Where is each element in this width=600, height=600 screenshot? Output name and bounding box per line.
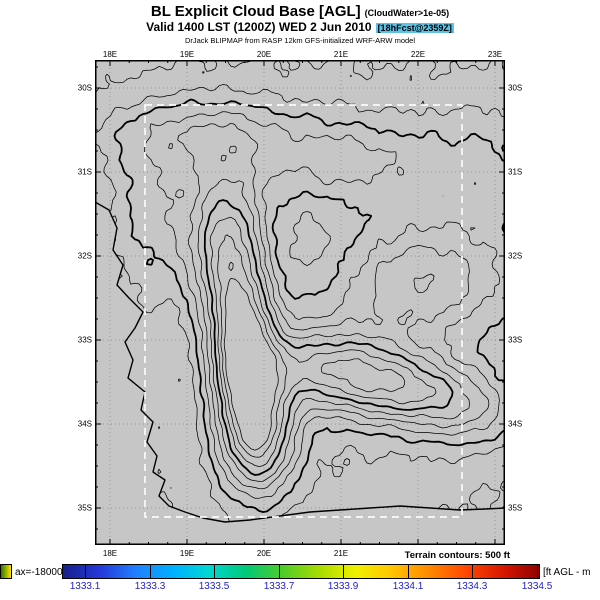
lat-label-right: 32S: [508, 251, 523, 261]
colorbar-tick: [214, 565, 215, 578]
colorbar-tick-label: 1334.5: [521, 581, 553, 592]
lon-label-bottom: 18E: [102, 549, 118, 558]
colorbar-gradient: [62, 564, 540, 579]
valid-time-text: Valid 1400 LST (1200Z) WED 2 Jun 2010: [146, 20, 372, 35]
colorbar-tick-label: 1333.7: [263, 581, 295, 592]
map-border: [95, 60, 505, 545]
lat-label-left: 30S: [77, 83, 92, 93]
colorbar-tick: [279, 565, 280, 578]
colorbar-edge-box: [0, 564, 12, 579]
lon-label-top: 23E: [487, 50, 503, 59]
lat-label-left: 34S: [77, 419, 92, 429]
model-domain-dashed-rect: [144, 104, 463, 518]
map-svg: [95, 60, 505, 545]
colorbar-tick: [472, 565, 473, 578]
lat-label-right: 30S: [508, 83, 523, 93]
colorbar-left-label: ax=-18000): [15, 567, 66, 578]
colorbar-tick-label: 1333.1: [69, 581, 101, 592]
lat-label-right: 35S: [508, 503, 523, 513]
lon-label-top: 21E: [333, 50, 349, 59]
coastline: [95, 201, 505, 523]
lat-label-left: 33S: [77, 335, 92, 345]
forecast-hour-badge: [18hFcst@2359Z]: [375, 23, 454, 34]
colorbar-tick-label: 1333.3: [134, 581, 166, 592]
header: BL Explicit Cloud Base [AGL] (CloudWater>…: [0, 3, 600, 46]
colorbar-units-label: [ft AGL - m: [543, 567, 591, 578]
lon-label-bottom: 19E: [179, 549, 195, 558]
lat-lon-gridlines: [95, 60, 505, 545]
terrain-contours-note: Terrain contours: 500 ft: [404, 550, 510, 561]
colorbar-tick: [537, 565, 538, 578]
page-title: BL Explicit Cloud Base [AGL] (CloudWater>…: [0, 3, 600, 20]
colorbar-tick-label: 1334.3: [456, 581, 488, 592]
lon-label-bottom: 20E: [256, 549, 272, 558]
lon-label-top: 19E: [179, 50, 195, 59]
lat-label-right: 31S: [508, 167, 523, 177]
title-text: BL Explicit Cloud Base [AGL]: [150, 3, 361, 20]
colorbar-tick: [343, 565, 344, 578]
lat-label-left: 35S: [77, 503, 92, 513]
colorbar-tick: [85, 565, 86, 578]
title-threshold: (CloudWater>1e-05): [364, 8, 450, 18]
lat-label-left: 32S: [77, 251, 92, 261]
lon-label-bottom: 21E: [333, 549, 349, 558]
colorbar-tick-label: 1333.9: [327, 581, 359, 592]
lon-label-top: 22E: [410, 50, 426, 59]
colorbar-tick-label: 1333.5: [198, 581, 230, 592]
model-attribution: DrJack BLIPMAP from RASP 12km GFS-initia…: [184, 36, 416, 46]
map-background: [95, 60, 505, 545]
lon-label-top: 18E: [102, 50, 118, 59]
colorbar-tick: [150, 565, 151, 578]
valid-time-line: Valid 1400 LST (1200Z) WED 2 Jun 2010 [18…: [0, 20, 600, 35]
lat-label-right: 34S: [508, 419, 523, 429]
colorbar-tick: [408, 565, 409, 578]
lat-label-right: 33S: [508, 335, 523, 345]
colorbar-tick-label: 1334.1: [392, 581, 424, 592]
lon-label-top: 20E: [256, 50, 272, 59]
lat-label-left: 31S: [77, 167, 92, 177]
